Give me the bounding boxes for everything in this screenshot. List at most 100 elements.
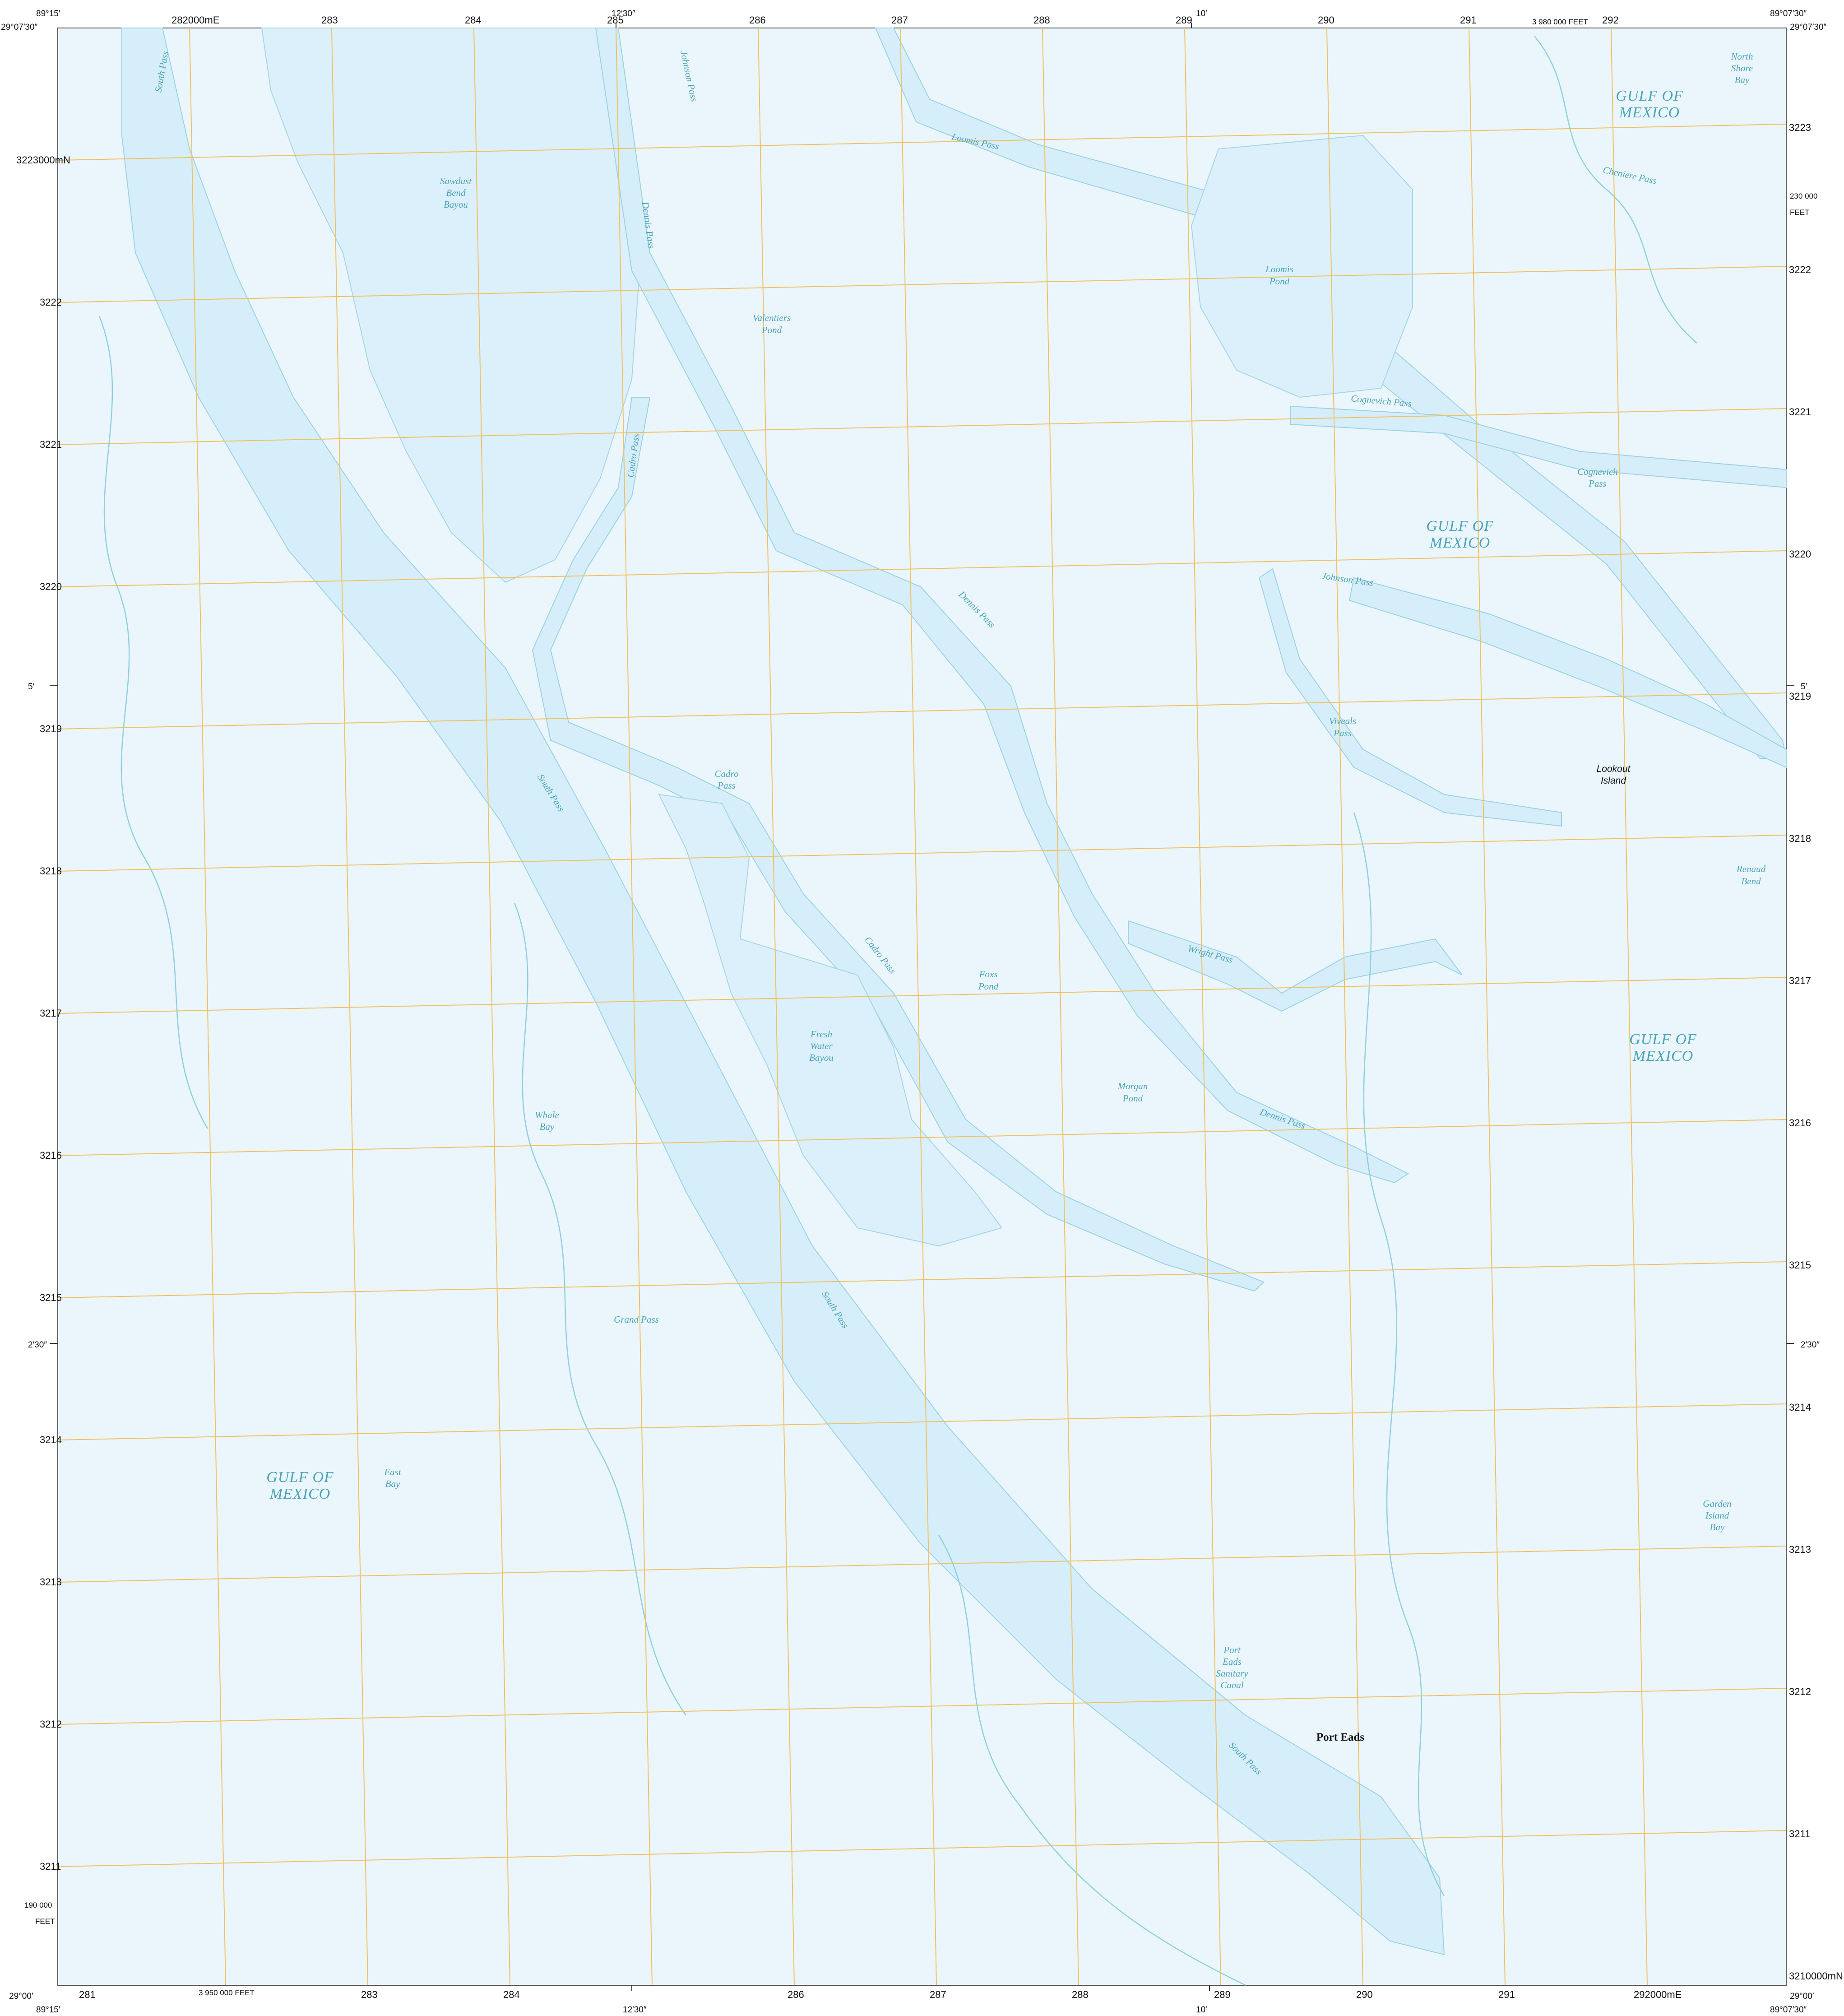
- feature-labels: GULF OF MEXICO GULF OF MEXICO GULF OF ME…: [153, 50, 1765, 1777]
- top-tick-label: 285: [607, 14, 624, 26]
- left-tick-label: 3222: [40, 297, 62, 308]
- sawdust-bend-bayou-label-3: Bayou: [444, 199, 468, 210]
- right-feet-value: 230 000: [1790, 192, 1817, 200]
- map-collar: 89°15′ 29°07′30″ 89°07′30″ 29°07′30″ 89°…: [1, 9, 1843, 2015]
- corner-top-right-lat: 29°07′30″: [1790, 23, 1827, 32]
- right-tick-label: 3222: [1789, 264, 1811, 275]
- fresh-water-bayou-label-3: Bayou: [809, 1052, 834, 1063]
- morgan-pond-label-2: Pond: [1122, 1093, 1143, 1104]
- right-tick-label: 3211: [1789, 1828, 1810, 1839]
- right-tick-label: 3223: [1789, 122, 1811, 133]
- cognevich-pass-label-2: Pass: [1588, 478, 1607, 489]
- left-tick-label: 3217: [40, 1008, 62, 1019]
- right-tick-label: 3218: [1789, 833, 1811, 844]
- corner-top-left-lon: 89°15′: [36, 9, 60, 19]
- corner-bottom-left-lat: 29°00′: [9, 1992, 33, 2001]
- gulf-label-nw-2: MEXICO: [1619, 104, 1680, 121]
- top-tick-label: 288: [1033, 14, 1050, 26]
- johnson-pass-east-channel: [1348, 577, 1787, 768]
- marsh-shoreline-east: [1353, 812, 1445, 1896]
- bottom-tick-label: 292000mE: [1634, 1989, 1682, 2000]
- right-tick-label: 3212: [1789, 1686, 1811, 1697]
- top-tick-label: 283: [321, 14, 338, 26]
- sawdust-bend-bayou-label-1: Sawdust: [440, 176, 472, 186]
- valentiers-pond-label-1: Valentiers: [753, 312, 791, 323]
- gulf-label-mid-1: GULF OF: [1426, 518, 1494, 534]
- wright-pass-channel: [1128, 920, 1463, 1012]
- garden-island-bay-label-2: Island: [1705, 1510, 1729, 1521]
- bottom-tick-label: 284: [503, 1989, 520, 2000]
- north-shore-bay-label-2: Shore: [1731, 63, 1753, 74]
- bottom-feet-label: 3 950 000 FEET: [199, 1988, 255, 1997]
- fresh-water-bayou-label-1: Fresh: [810, 1029, 832, 1040]
- bottom-tick-label: 283: [361, 1989, 378, 2000]
- gulf-label-e-2: MEXICO: [1632, 1048, 1693, 1064]
- left-tick-label: 3213: [40, 1576, 62, 1588]
- top-tick-label: 290: [1318, 14, 1334, 26]
- top-tick-label: 291: [1460, 14, 1477, 26]
- north-shore-bay-label-1: North: [1730, 51, 1753, 62]
- right-tick-label: 3210000mN: [1789, 1970, 1843, 1982]
- top-tick-label: 282000mE: [171, 14, 219, 26]
- marsh-shoreline-central: [514, 902, 687, 1716]
- viveals-pass-channel: [1258, 568, 1562, 827]
- port-eads-canal-label-1: Port: [1223, 1644, 1241, 1655]
- johnson-dennis-pass-channel: [595, 28, 1409, 1184]
- foxs-pond-label-1: Foxs: [979, 969, 998, 980]
- fresh-water-bayou-label-2: Water: [810, 1041, 833, 1051]
- right-minute-5: 5′: [1801, 682, 1807, 692]
- top-tick-label: 289: [1176, 14, 1192, 26]
- right-tick-label: 3217: [1789, 975, 1811, 986]
- bottom-tick-label: 289: [1214, 1989, 1231, 2000]
- right-tick-label: 3221: [1789, 406, 1811, 418]
- north-shore-bay-label-3: Bay: [1735, 74, 1750, 85]
- gulf-label-sw-2: MEXICO: [269, 1486, 330, 1502]
- top-feet-label: 3 980 000 FEET: [1532, 18, 1588, 26]
- bottom-tick-label: 290: [1356, 1989, 1373, 2000]
- foxs-pond-label-2: Pond: [978, 981, 999, 992]
- right-tick-label: 3219: [1789, 691, 1811, 702]
- bottom-minute-mid: 12′30″: [623, 2005, 647, 2015]
- left-tick-label: 3216: [40, 1150, 62, 1161]
- loomis-pond: [1191, 135, 1413, 398]
- cognevich-pass-label-1: Cognevich: [1577, 466, 1618, 477]
- gulf-label-nw-1: GULF OF: [1616, 88, 1683, 104]
- right-tick-label: 3214: [1789, 1402, 1811, 1413]
- top-tick-label: 287: [891, 14, 908, 26]
- right-tick-label: 3216: [1789, 1117, 1811, 1129]
- port-eads-label: Port Eads: [1316, 1731, 1365, 1743]
- grand-pass-label: Grand Pass: [614, 1314, 659, 1325]
- map-frame: [57, 28, 1787, 1986]
- whale-bay-label-2: Bay: [540, 1121, 555, 1132]
- renaud-bend-label-2: Bend: [1741, 876, 1761, 887]
- corner-bottom-right-lat: 29°00′: [1790, 1992, 1814, 2001]
- port-eads-canal-label-4: Canal: [1220, 1680, 1244, 1691]
- top-tick-label: 286: [749, 14, 766, 26]
- cadro-pass-label-mid-2: Pass: [717, 780, 736, 791]
- bottom-minute-10: 10′: [1196, 2005, 1207, 2015]
- loomis-pond-label-2: Pond: [1269, 276, 1290, 287]
- viveals-pass-label-2: Pass: [1333, 728, 1352, 739]
- viveals-pass-label-1: Viveals: [1329, 715, 1356, 726]
- lookout-island-label-2: Island: [1601, 776, 1626, 786]
- left-feet-value: 190 000: [24, 1901, 52, 1909]
- right-feet-unit: FEET: [1790, 208, 1809, 217]
- left-tick-label: 3223000mN: [16, 154, 70, 166]
- gulf-label-e-1: GULF OF: [1629, 1031, 1697, 1048]
- left-minute-5: 5′: [28, 682, 35, 692]
- garden-island-bay-label-1: Garden: [1703, 1498, 1731, 1509]
- loomis-pond-label-1: Loomis: [1265, 264, 1293, 274]
- port-eads-canal-label-2: Eads: [1222, 1656, 1242, 1667]
- top-minute-mid: 12′30″: [612, 9, 635, 19]
- map-features: [98, 28, 1787, 1986]
- corner-top-right-lon: 89°07′30″: [1770, 9, 1807, 19]
- right-tick-label: 3213: [1789, 1544, 1811, 1555]
- left-tick-label: 3211: [40, 1861, 61, 1872]
- left-tick-label: 3221: [40, 439, 62, 450]
- corner-top-left-lat: 29°07′30″: [1, 23, 38, 32]
- valentiers-pond-label-2: Pond: [761, 325, 782, 335]
- lookout-island-label-1: Lookout: [1597, 764, 1631, 774]
- morgan-pond-label-1: Morgan: [1117, 1081, 1148, 1092]
- bottom-tick-label: 287: [930, 1989, 946, 2000]
